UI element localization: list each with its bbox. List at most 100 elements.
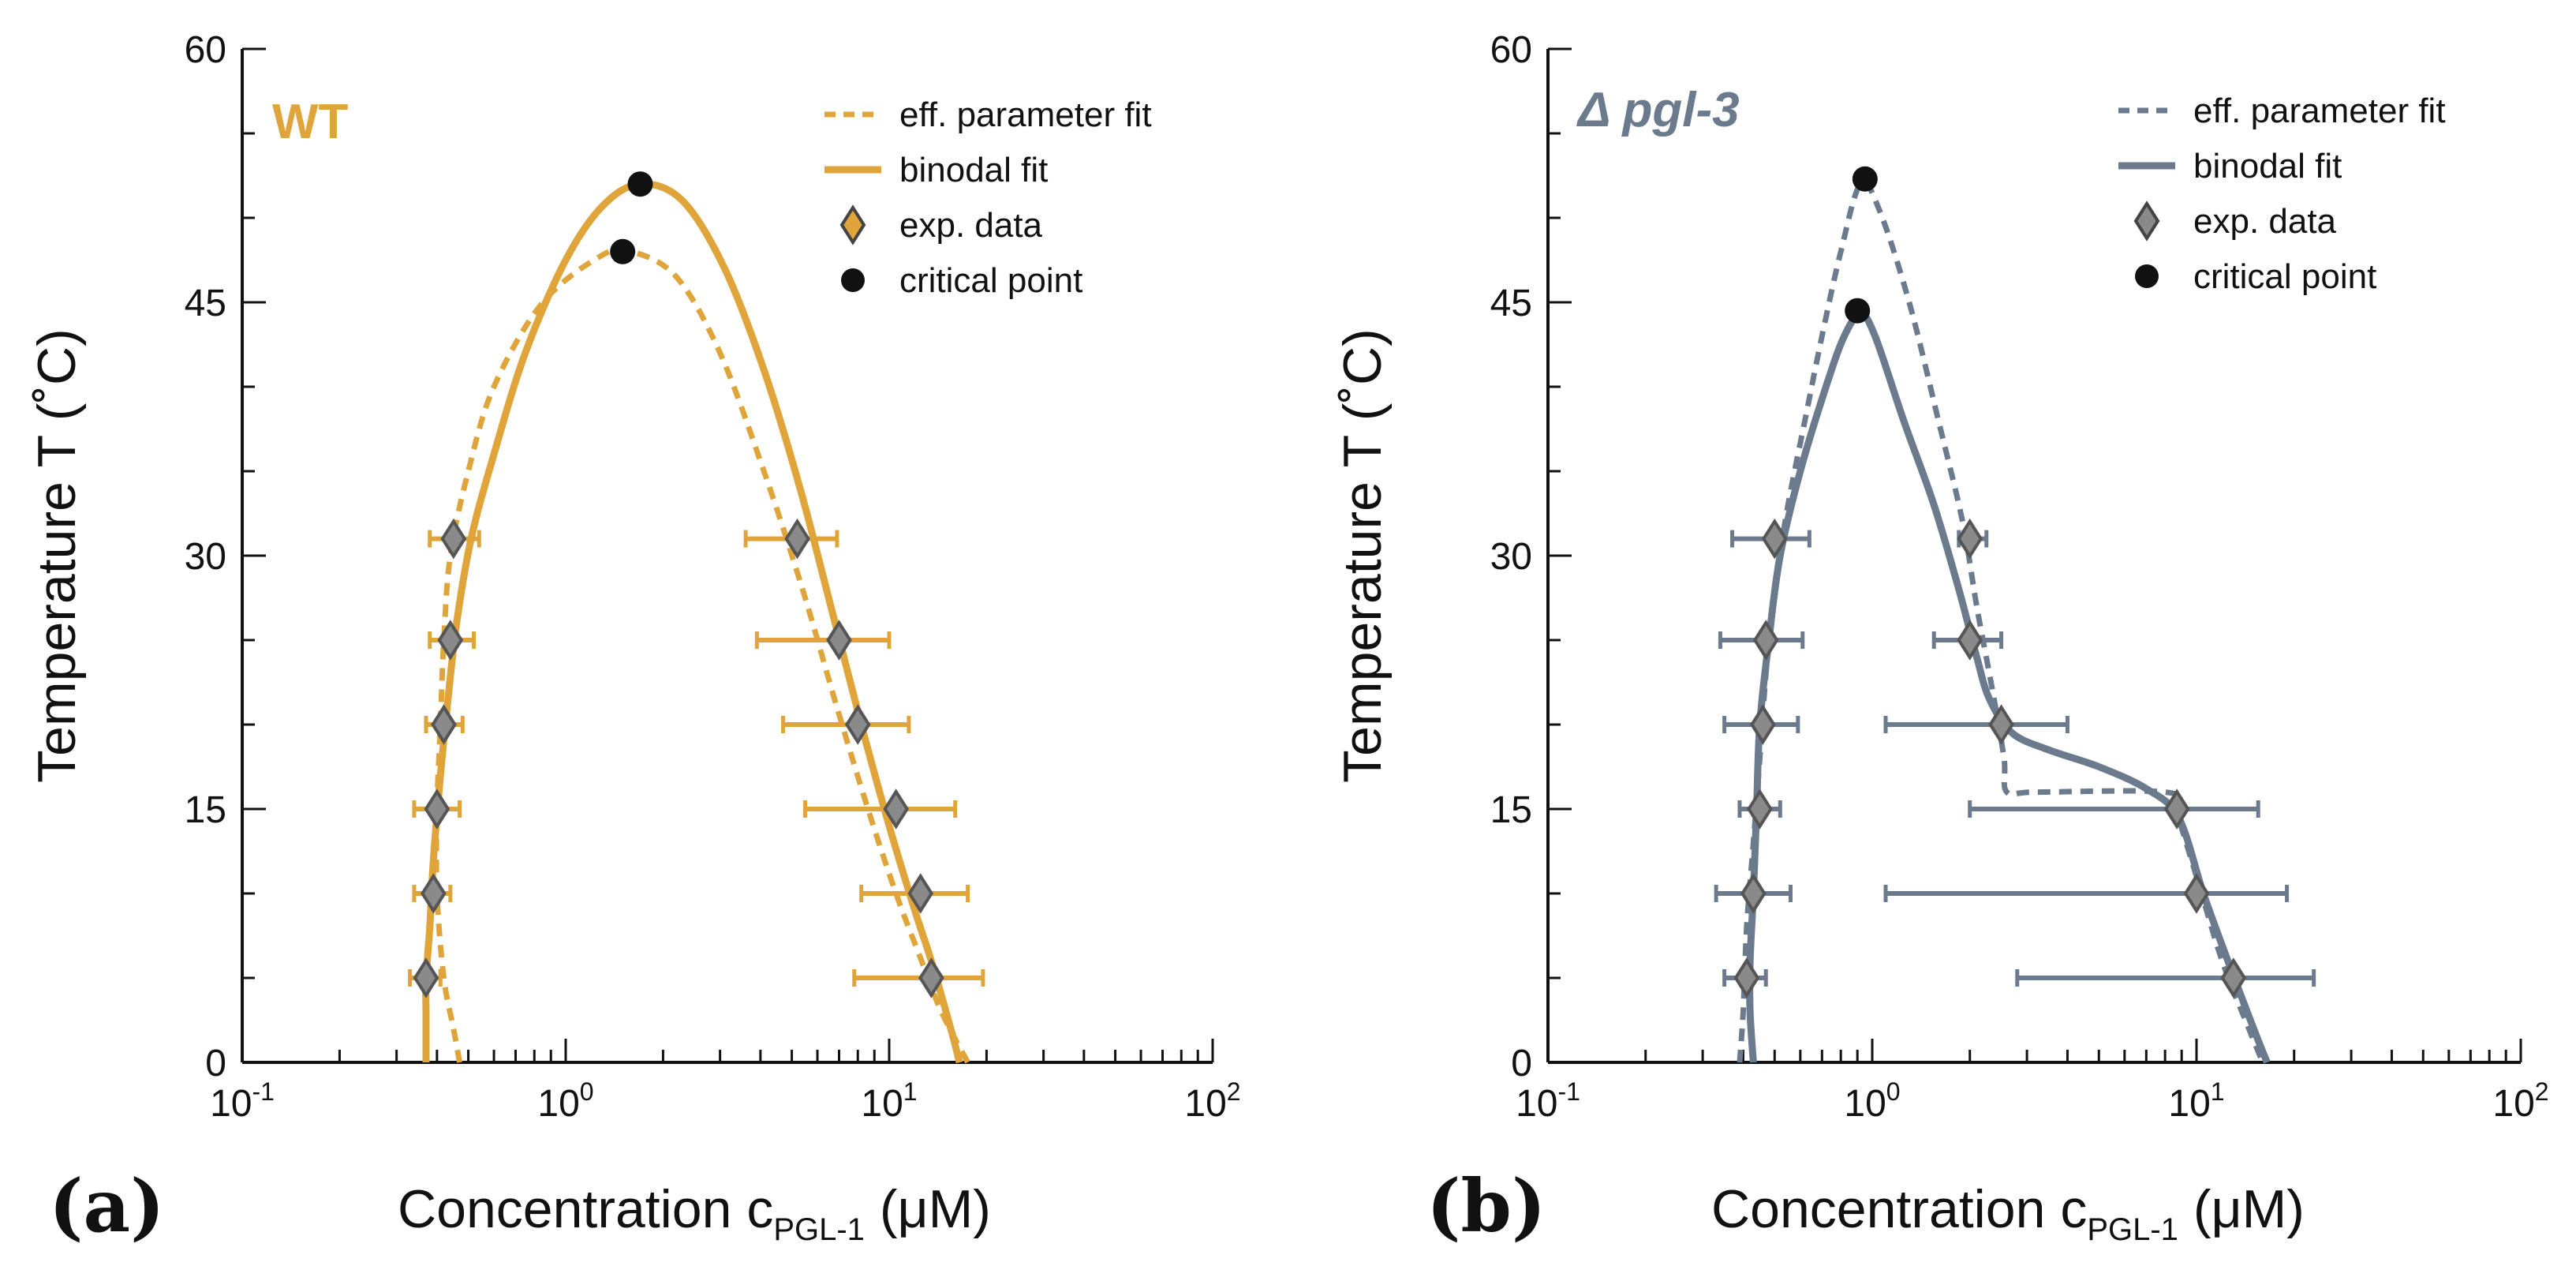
critical-point-marker [610, 238, 636, 264]
diamond-marker [907, 873, 934, 914]
panel-letter: (a) [49, 1163, 165, 1249]
data-point [803, 788, 958, 830]
critical-point-marker [627, 171, 653, 197]
x-axis-title-subscript: PGL-1 [773, 1212, 865, 1247]
diamond-marker [2163, 788, 2190, 830]
data-point [754, 620, 892, 661]
data-point [2015, 957, 2316, 998]
y-tick-label: 60 [1490, 29, 1532, 71]
legend: eff. parameter fit binodal fit exp. data cr… [824, 96, 1152, 300]
data-point [1718, 620, 1805, 661]
x-tick-label: 101 [2168, 1077, 2224, 1125]
data-point [1722, 957, 1768, 998]
x-tick-exponent: 0 [580, 1077, 594, 1106]
x-tick-label: 100 [1844, 1077, 1900, 1125]
critical-point-marker [1845, 298, 1871, 324]
eff-parameter-fit-curve [1737, 179, 2266, 1064]
plot-area [408, 171, 985, 1064]
legend-diamond-swatch [839, 204, 866, 245]
data-point [1722, 704, 1800, 745]
x-tick-base: 10 [861, 1083, 903, 1125]
legend-label: critical point [899, 261, 1082, 300]
binodal-fit-curve [422, 180, 963, 1064]
x-tick-base: 10 [1844, 1083, 1886, 1125]
legend-dot-swatch [841, 268, 865, 292]
y-tick-label: 15 [185, 789, 226, 831]
data-point [1883, 873, 2290, 914]
x-tick-label: 10-1 [210, 1077, 275, 1125]
data-point [408, 957, 443, 998]
data-point [852, 957, 985, 998]
diamond-marker [1733, 957, 1760, 998]
x-axis-title-unit: (μM) [865, 1179, 991, 1239]
y-tick-label: 15 [1490, 789, 1532, 831]
x-axis-title-main: Concentration c [1711, 1179, 2087, 1239]
legend-label: exp. data [899, 206, 1043, 245]
y-tick-label: 0 [1511, 1043, 1532, 1084]
diamond-marker [424, 788, 451, 830]
panel-title: Δ pgl-3 [1576, 83, 1740, 137]
data-point [1714, 873, 1793, 914]
diamond-marker [918, 957, 944, 998]
diamond-marker [1750, 704, 1776, 745]
data-point [1957, 518, 1989, 560]
y-axis-title: Temperature T (˚C) [27, 328, 87, 783]
data-point [1968, 788, 2260, 830]
y-tick-label: 30 [185, 536, 226, 578]
data-point [781, 704, 911, 745]
plot-area [1714, 166, 2316, 1064]
legend-diamond-swatch [2133, 200, 2160, 242]
x-axis-title-unit: (μM) [2178, 1179, 2305, 1239]
data-point [428, 620, 477, 661]
binodal-fit-curve [1746, 310, 2271, 1064]
x-tick-label: 100 [537, 1077, 593, 1125]
data-point [1737, 788, 1782, 830]
y-tick-label: 60 [185, 29, 226, 71]
x-axis-title: Concentration cPGL-1 (μM) [1711, 1179, 2305, 1247]
y-tick-label: 45 [185, 283, 226, 324]
diamond-marker [431, 704, 457, 745]
diamond-marker [1761, 518, 1788, 560]
diamond-marker [1957, 518, 1983, 560]
diamond-marker [1747, 788, 1773, 830]
legend-label: critical point [2193, 257, 2376, 296]
data-point [1931, 620, 2004, 661]
data-point [859, 873, 970, 914]
critical-point-marker [1852, 166, 1878, 192]
data-point [412, 873, 453, 914]
x-tick-label: 10-1 [1516, 1077, 1580, 1125]
y-tick-label: 0 [205, 1043, 226, 1084]
diamond-marker [826, 620, 852, 661]
panel-title: WT [272, 95, 349, 149]
diamond-marker [883, 788, 910, 830]
data-point [412, 788, 462, 830]
x-tick-base: 10 [2492, 1083, 2534, 1125]
y-tick-label: 30 [1490, 536, 1532, 578]
diamond-marker [1988, 704, 2014, 745]
diamond-marker [2220, 957, 2247, 998]
legend-dot-swatch [2135, 264, 2159, 288]
x-tick-exponent: 2 [2535, 1077, 2549, 1106]
legend-label: binodal fit [2193, 147, 2342, 185]
legend-label: exp. data [2193, 202, 2337, 241]
diamond-marker [420, 873, 447, 914]
x-axis-title-main: Concentration c [398, 1179, 773, 1239]
data-point [743, 518, 839, 560]
x-tick-base: 10 [210, 1083, 252, 1125]
diamond-marker [1752, 620, 1779, 661]
diamond-marker [437, 620, 464, 661]
diamond-marker [1740, 873, 1767, 914]
x-tick-exponent: 1 [2211, 1077, 2225, 1106]
x-tick-label: 102 [1184, 1077, 1240, 1125]
x-tick-exponent: -1 [252, 1077, 274, 1106]
x-tick-label: 101 [861, 1077, 917, 1125]
eff-parameter-fit-curve [433, 245, 970, 1064]
x-tick-base: 10 [1184, 1083, 1226, 1125]
data-point [428, 518, 481, 560]
x-tick-exponent: 1 [903, 1077, 918, 1106]
legend-label: eff. parameter fit [2193, 92, 2446, 130]
legend-label: eff. parameter fit [899, 96, 1152, 134]
legend-label: binodal fit [899, 151, 1048, 189]
